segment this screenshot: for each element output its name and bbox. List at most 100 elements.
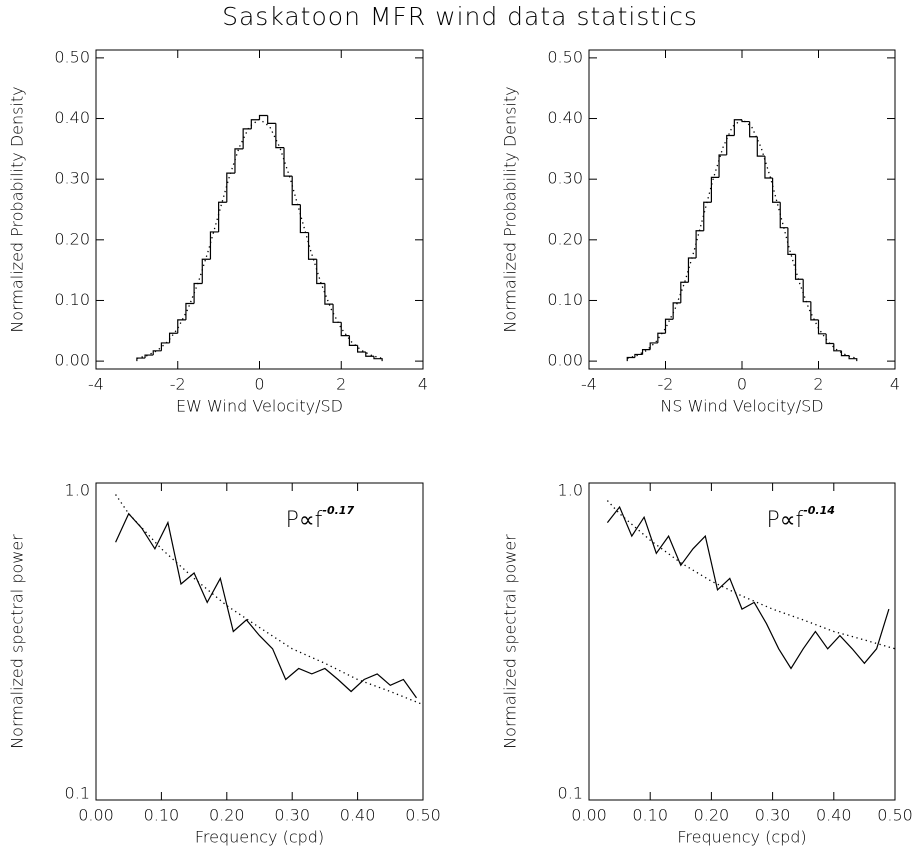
histogram-step: [307, 232, 317, 260]
annotation-base: P∝f: [766, 508, 803, 533]
histogram-step: [177, 319, 186, 334]
histogram-step: [348, 335, 358, 346]
histogram-step: [168, 332, 178, 343]
x-tick-label: -2: [170, 375, 186, 394]
histogram-step: [218, 201, 227, 232]
histogram-step: [764, 156, 773, 179]
x-tick-label: 0.40: [816, 806, 852, 825]
histogram-step: [840, 350, 850, 357]
y-axis-label: Normalized spectral power: [501, 534, 520, 749]
x-tick-label: 0.10: [144, 806, 180, 825]
histogram-step: [291, 176, 301, 206]
histogram-step: [193, 282, 203, 304]
histogram-step: [772, 177, 781, 203]
histogram-step: [794, 254, 804, 280]
histogram-step: [316, 259, 325, 285]
x-tick-label: 0.20: [694, 806, 730, 825]
y-axis-label: Normalized Probability Density: [501, 86, 520, 332]
y-tick-label: 1.0: [558, 481, 583, 500]
x-tick-label: 0: [254, 375, 264, 394]
histogram-step: [703, 201, 712, 231]
histogram-step: [185, 302, 195, 320]
histogram-step: [258, 114, 268, 120]
y-tick-label: 0.40: [54, 108, 90, 127]
fit-curve: [627, 118, 857, 360]
histogram-step: [649, 342, 658, 350]
histogram-step: [234, 148, 244, 174]
histogram-step: [741, 119, 750, 123]
y-tick-label: 0.30: [54, 169, 90, 188]
plot-frame: [95, 49, 424, 370]
y-tick-label: 0.00: [547, 351, 583, 370]
y-tick-label: 0.20: [54, 229, 90, 248]
y-tick-label: 0.1: [65, 784, 90, 803]
histogram-step: [695, 230, 704, 259]
y-axis-label: Normalized Probability Density: [8, 86, 27, 332]
histogram-step: [779, 202, 788, 229]
spectrum-line: [606, 505, 890, 670]
histogram-step: [787, 227, 796, 255]
annotation-exponent: -0.17: [322, 504, 354, 517]
histogram-step: [680, 281, 689, 303]
annotation-base: P∝f: [286, 508, 323, 533]
histogram-step: [641, 348, 651, 355]
y-tick-label: 0.40: [547, 108, 583, 127]
x-axis-label: EW Wind Velocity/SD: [176, 397, 343, 416]
plot-frame: [588, 482, 896, 801]
histogram-step: [825, 333, 834, 345]
histogram-step: [144, 354, 154, 359]
histogram-step: [201, 258, 211, 284]
y-tick-label: 1.0: [65, 481, 90, 500]
histogram-step: [365, 352, 374, 357]
histogram-step: [626, 356, 635, 362]
histogram-step: [160, 342, 170, 351]
histogram-step: [250, 119, 260, 129]
power-law-annotation: P∝f-0.17: [286, 504, 355, 533]
y-tick-label: 0.50: [54, 48, 90, 67]
histogram-step: [226, 172, 235, 203]
power-law-annotation: P∝f-0.14: [766, 504, 834, 533]
histogram-step: [810, 301, 819, 321]
histogram-step: [332, 304, 342, 323]
histogram-step: [136, 357, 146, 362]
x-axis-label: Frequency (cpd): [677, 828, 806, 847]
histogram-step: [275, 123, 285, 149]
fit-curve: [606, 500, 896, 650]
y-tick-label: 0.50: [547, 48, 583, 67]
x-tick-label: -2: [658, 375, 674, 394]
x-tick-label: 0.30: [274, 806, 310, 825]
histogram-step: [848, 355, 858, 362]
histogram-step: [687, 257, 697, 283]
x-tick-label: 2: [336, 375, 346, 394]
histogram-step: [373, 356, 383, 362]
x-tick-label: 0.30: [755, 806, 791, 825]
y-axis-label: Normalized spectral power: [8, 534, 27, 749]
x-tick-label: 2: [813, 375, 823, 394]
histogram-step: [324, 283, 334, 305]
histogram-step: [718, 154, 727, 178]
x-tick-label: 0.20: [209, 806, 245, 825]
x-tick-label: 0.10: [632, 806, 668, 825]
histogram-step: [710, 176, 720, 203]
y-tick-label: 0.10: [547, 290, 583, 309]
x-tick-label: 0: [737, 375, 747, 394]
y-tick-label: 0.30: [547, 169, 583, 188]
x-tick-label: 0.40: [340, 806, 376, 825]
fit-curve: [115, 494, 424, 706]
y-tick-label: 0.1: [558, 784, 583, 803]
x-tick-label: -4: [88, 375, 104, 394]
x-axis-label: NS Wind Velocity/SD: [660, 397, 823, 416]
x-tick-label: 0.00: [571, 806, 607, 825]
histogram-step: [733, 119, 742, 136]
figure-title: Saskatoon MFR wind data statistics: [222, 2, 698, 31]
histogram-step: [817, 319, 827, 335]
x-tick-label: 0.50: [877, 806, 913, 825]
x-tick-label: 0.00: [78, 806, 114, 825]
x-tick-label: -4: [581, 375, 597, 394]
annotation-exponent: -0.14: [803, 504, 835, 517]
histogram-step: [152, 350, 162, 356]
plot-frame: [95, 482, 424, 801]
histogram-step: [749, 121, 758, 138]
x-tick-label: 4: [418, 375, 428, 394]
